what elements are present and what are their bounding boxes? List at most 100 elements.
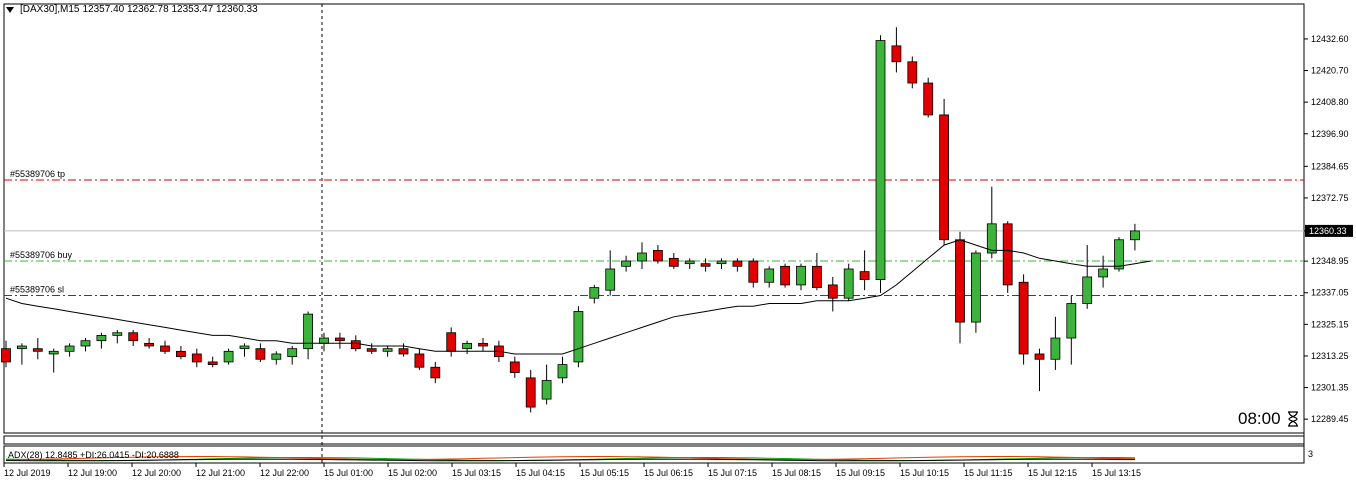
candle-body [653,249,663,262]
candle [891,27,902,73]
candle-body [334,337,345,342]
price-tick-label: 12384.65 [1311,161,1349,171]
candle [366,343,377,354]
candle-body [1002,223,1013,286]
candle-body [191,353,202,363]
candle-body [160,345,170,352]
price-tick-label: 12313.25 [1311,351,1349,361]
candle-body [1034,353,1045,360]
candle [255,343,266,362]
candle-body [414,353,425,368]
candle [303,311,314,360]
candle [287,346,298,365]
symbol-timeframe: [DAX30],M15 [20,4,80,15]
time-tick-label: 12 Jul 22:00 [260,468,309,478]
time-tick-label: 15 Jul 07:15 [708,468,757,478]
candle [557,356,568,384]
candle [191,348,202,368]
candle [48,348,59,373]
candle [875,35,886,293]
current-price-label: 12360.33 [1309,226,1347,236]
candle-body [716,260,727,265]
candle-body [1050,337,1061,360]
time-tick-label: 15 Jul 03:15 [452,468,501,478]
candle-body [319,337,329,344]
candle-body [462,342,473,350]
candle [700,258,711,272]
candle [748,258,759,288]
candle-body [923,82,934,116]
time-tick-label: 12 Jul 19:00 [68,468,117,478]
candle-body [144,342,155,347]
candle-body [64,345,75,352]
chart-title: [DAX30],M15 12357.40 12362.78 12353.47 1… [6,4,258,15]
candle [621,255,631,272]
time-tick-label: 12 Jul 21:00 [196,468,245,478]
chevron-down-icon[interactable] [6,6,14,13]
candle-body [32,348,43,352]
candle-body [812,265,822,288]
candle [907,56,918,89]
price-tick-label: 12337.05 [1311,288,1349,298]
time-tick-label: 15 Jul 08:15 [772,468,821,478]
candle-body [255,348,266,360]
candle-body [621,260,631,267]
ohlc-values: 12357.40 12362.78 12353.47 12360.33 [82,4,258,15]
candle-body [700,263,711,267]
candle-body [668,257,679,267]
candle [812,253,822,291]
adx-indicator-lines [5,456,1135,462]
price-tick-label: 12348.95 [1311,256,1349,266]
candle [923,77,934,118]
candle-body [128,332,139,342]
candle-body [1130,230,1140,241]
price-tick-label: 12432.60 [1311,34,1349,44]
candle [128,330,139,346]
candle-body [239,345,250,350]
candle-body [478,342,488,347]
candle [112,330,123,344]
candle [239,343,250,357]
price-tick-label: 12408.80 [1311,97,1349,107]
candle [223,348,234,365]
indicator-axis-tick: 3 [1308,449,1314,459]
candle [478,338,488,352]
candle-body [637,252,647,262]
candle [637,242,647,269]
candle-body [525,377,536,408]
di-minus-line [5,456,1135,460]
current-price-box [1305,224,1353,237]
candle [827,276,838,312]
time-tick-label: 15 Jul 05:15 [580,468,629,478]
candle [334,332,345,349]
indicator-separator-bar[interactable] [3,435,1305,445]
candle-body [875,40,886,280]
candle-body [223,350,234,363]
candle-body [573,311,584,363]
candle-body [1,348,11,363]
candle-body [827,284,838,299]
candle [573,306,584,368]
candle [780,263,790,288]
time-tick-label: 12 Jul 2019 [4,468,51,478]
candle-body [780,265,790,286]
candle [939,98,949,246]
candle [16,343,27,365]
candle [414,348,425,370]
price-tick-label: 12325.15 [1311,319,1349,329]
candle [175,346,186,360]
candle-body [764,268,775,283]
candle-body [112,332,123,336]
candle-body [446,332,457,352]
candle [382,346,393,357]
time-tick-label: 15 Jul 11:15 [964,468,1012,478]
candle [1002,221,1013,293]
indicator-plot-border [3,445,1305,464]
candle-body [350,340,361,350]
candle [207,356,218,368]
bar-timer: 08:00 [1238,409,1299,429]
candle [32,338,43,360]
time-tick-label: 15 Jul 13:15 [1092,468,1141,478]
candle [1066,295,1077,365]
